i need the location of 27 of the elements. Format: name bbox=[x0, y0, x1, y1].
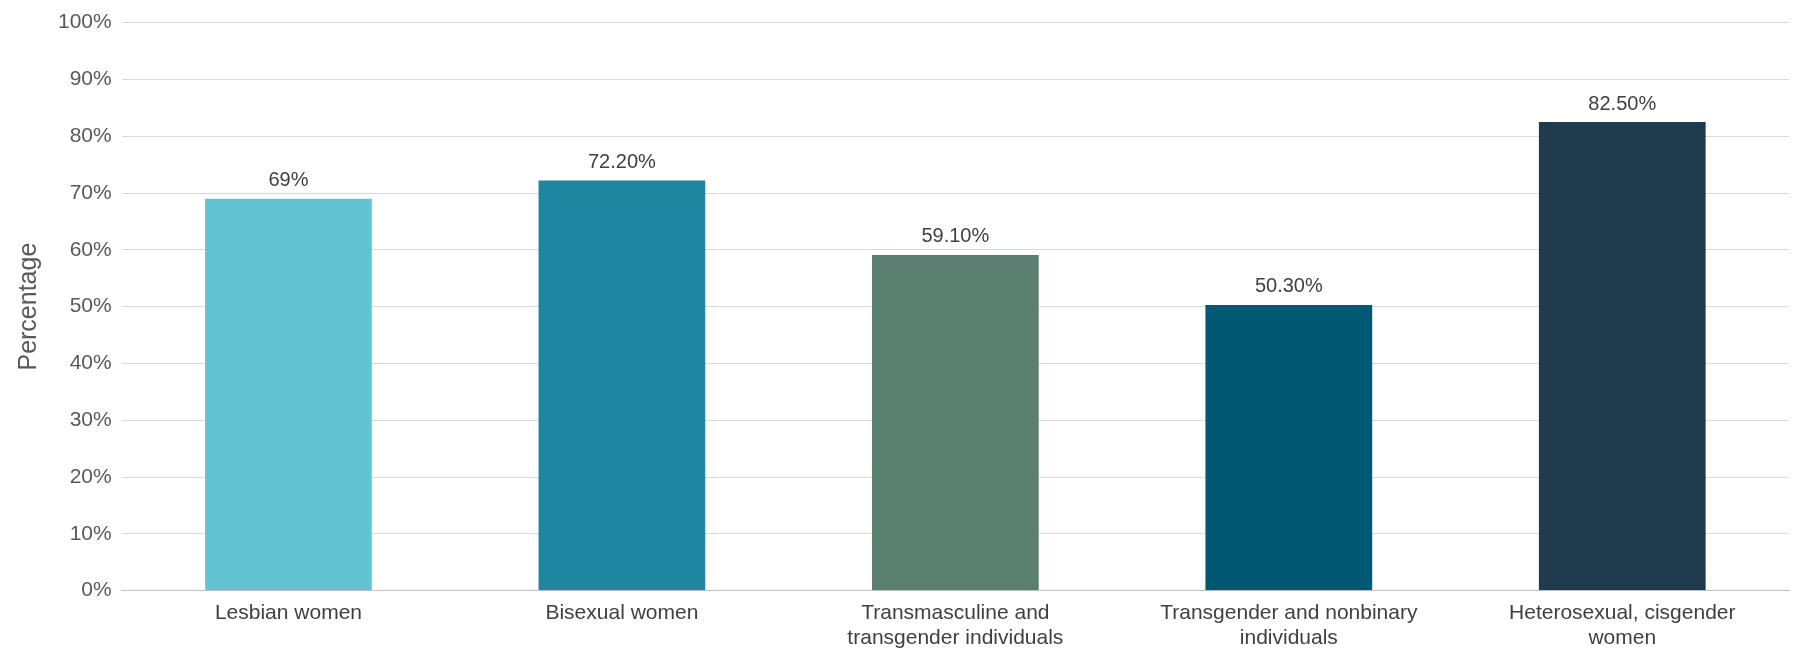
bar bbox=[1538, 122, 1706, 591]
y-tick-label: 50% bbox=[69, 293, 112, 317]
x-tick-label: Transgender and nonbinary individuals bbox=[1160, 600, 1418, 649]
y-tick-label: 100% bbox=[57, 9, 112, 33]
data-label: 50.30% bbox=[1254, 274, 1323, 297]
y-tick-label: 90% bbox=[69, 66, 112, 90]
y-tick-label: 40% bbox=[69, 350, 112, 374]
x-tick-label: Bisexual women bbox=[545, 600, 699, 623]
x-tick-label: Lesbian women bbox=[214, 600, 362, 623]
y-tick-label: 80% bbox=[69, 123, 112, 146]
x-tick-label: Heterosexual, cisgender women bbox=[1509, 600, 1736, 649]
y-tick-label: 20% bbox=[69, 463, 112, 487]
y-tick-label: 30% bbox=[69, 407, 112, 430]
data-label: 59.10% bbox=[921, 224, 990, 247]
y-tick-label: 60% bbox=[69, 236, 112, 260]
bar bbox=[1205, 304, 1373, 591]
y-axis-title: Percentage bbox=[12, 242, 41, 371]
y-tick-label: 70% bbox=[69, 179, 112, 203]
data-label: 72.20% bbox=[587, 150, 657, 173]
data-label: 82.50% bbox=[1588, 91, 1657, 114]
y-tick-label: 10% bbox=[69, 520, 112, 544]
bar bbox=[205, 198, 372, 591]
data-label: 69% bbox=[268, 168, 309, 191]
y-tick-label: 0% bbox=[81, 577, 112, 601]
x-tick-label: Transmasculine and transgender individuals bbox=[847, 600, 1064, 649]
bar bbox=[538, 180, 706, 591]
bar bbox=[871, 254, 1039, 591]
